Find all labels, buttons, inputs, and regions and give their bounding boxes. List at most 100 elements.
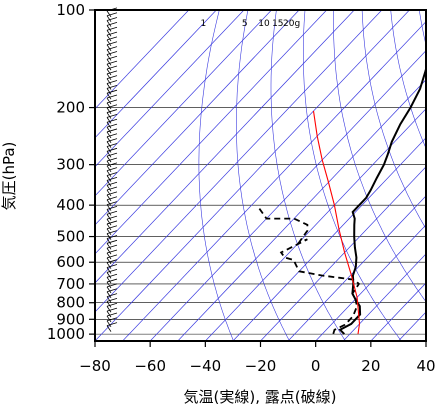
wind-barb xyxy=(106,88,112,95)
wind-barbs xyxy=(106,7,118,332)
wind-barb xyxy=(106,276,112,284)
isotherm-line xyxy=(425,340,426,341)
wind-barb-flag xyxy=(106,264,118,268)
wind-barb xyxy=(106,30,112,37)
isotherm-line xyxy=(232,137,426,341)
wind-barb-flag xyxy=(106,259,118,264)
wind-barb-flag xyxy=(106,84,118,89)
isotherm-line xyxy=(95,10,410,341)
y-tick-label: 800 xyxy=(56,294,85,312)
wind-barb xyxy=(106,325,112,332)
isotherm-line xyxy=(95,10,272,197)
mixing-ratio-label: 5 xyxy=(242,19,248,29)
wind-barb xyxy=(106,301,112,308)
wind-barb xyxy=(106,296,112,303)
mixing-ratio-label: 15 xyxy=(272,19,283,29)
wind-barb-flag xyxy=(106,162,118,167)
wind-barb xyxy=(106,238,112,245)
wind-barb-flag xyxy=(106,172,118,176)
wind-barb-flag xyxy=(106,109,118,113)
adiabat-line xyxy=(418,10,426,47)
wind-barb xyxy=(106,146,112,153)
wind-barb xyxy=(106,165,112,173)
background-grid xyxy=(95,10,426,341)
wind-barb-flag xyxy=(106,46,118,50)
wind-barb xyxy=(106,267,112,274)
wind-barb-flag xyxy=(106,157,118,162)
x-tick-label: −60 xyxy=(134,357,166,375)
wind-barb-flag xyxy=(106,235,118,239)
wind-barb xyxy=(106,247,112,255)
temperature-line xyxy=(338,65,426,335)
y-tick-label: 300 xyxy=(56,156,85,174)
y-axis-title: 気圧(hPa) xyxy=(0,142,18,211)
x-tick-label: 40 xyxy=(416,357,435,375)
wind-barb xyxy=(106,233,112,240)
wind-barb-flag xyxy=(106,152,118,157)
wind-barb-flag xyxy=(106,133,118,138)
wind-barb xyxy=(106,102,112,110)
wind-barb xyxy=(106,126,112,134)
parcel-line xyxy=(312,110,361,335)
wind-barb xyxy=(106,214,112,221)
wind-barb-flag xyxy=(106,312,118,317)
isotherm-line xyxy=(342,253,426,341)
wind-barb-flag xyxy=(106,99,118,104)
y-tick-label: 100 xyxy=(56,1,85,19)
wind-barb-flag xyxy=(106,41,118,46)
wind-barb xyxy=(106,15,112,22)
sounding-lines xyxy=(258,65,426,335)
wind-barb-flag xyxy=(106,206,118,210)
wind-barb xyxy=(106,199,112,206)
wind-barb xyxy=(106,170,112,177)
y-tick-label: 500 xyxy=(56,228,85,246)
mixing-ratio-labels: 1 5 10 15 20g xyxy=(200,19,300,29)
wind-barb xyxy=(106,218,112,226)
wind-barb-flag xyxy=(106,60,118,65)
wind-barb-flag xyxy=(106,17,118,21)
wind-barb xyxy=(106,117,112,124)
wind-barb xyxy=(106,20,112,27)
adiabat-line xyxy=(390,10,426,149)
wind-barb xyxy=(106,306,112,313)
wind-barb-flag xyxy=(106,244,118,249)
wind-barb xyxy=(106,252,112,260)
isotherm-line xyxy=(370,282,426,341)
mixing-ratio-label: 10 xyxy=(258,19,270,29)
wind-barb-flag xyxy=(106,65,118,70)
wind-barb-flag xyxy=(106,55,118,60)
wind-barb xyxy=(106,155,112,163)
x-tick-label: −40 xyxy=(190,357,222,375)
wind-barb-flag xyxy=(106,51,118,55)
x-axis-ticks: −80 −60 −40 −20 0 20 40 xyxy=(79,341,436,375)
y-tick-label: 700 xyxy=(56,275,85,293)
wind-barb xyxy=(106,310,112,318)
y-tick-label: 600 xyxy=(56,253,85,271)
dewpoint-line xyxy=(258,208,361,335)
wind-barb-flag xyxy=(106,181,118,186)
isotherm-line xyxy=(315,224,426,341)
mixing-ratio-label: 20g xyxy=(283,19,300,29)
adiabat-line xyxy=(333,10,426,303)
mixing-ratio-label: 1 xyxy=(200,19,206,29)
wind-barb xyxy=(106,272,112,279)
wind-barb xyxy=(106,107,112,114)
isotherm-line xyxy=(95,10,217,139)
wind-barb xyxy=(106,131,112,139)
wind-barb xyxy=(106,189,112,197)
wind-barb xyxy=(106,136,112,143)
wind-barb xyxy=(106,34,112,42)
wind-barb-flag xyxy=(106,114,118,118)
wind-barb xyxy=(106,141,112,148)
wind-barb-flag xyxy=(106,75,118,80)
wind-barb-flag xyxy=(106,36,118,41)
wind-barb xyxy=(106,151,112,158)
wind-barb-flag xyxy=(106,322,118,327)
y-tick-label: 1000 xyxy=(47,325,85,343)
wind-barb-flag xyxy=(106,26,118,31)
wind-barb-flag xyxy=(106,167,118,172)
wind-barb xyxy=(106,320,112,328)
wind-barb xyxy=(106,204,112,211)
x-axis-title: 気温(実線), 露点(破線) xyxy=(184,388,337,406)
